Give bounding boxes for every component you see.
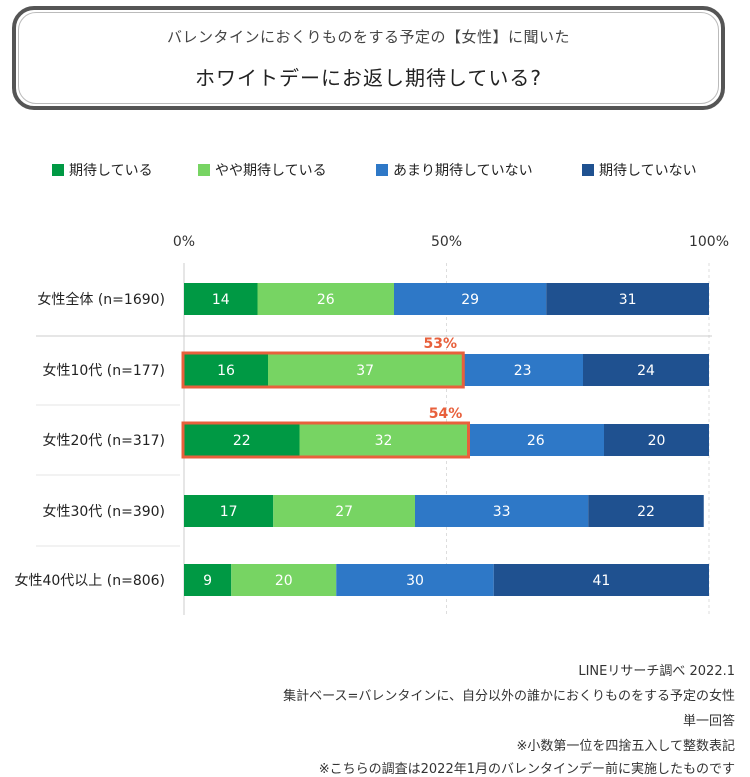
bar-1-0 bbox=[184, 354, 268, 386]
category-label-2: 女性20代 (n=317) bbox=[42, 432, 165, 449]
bar-value-label-3-0: 17 bbox=[220, 504, 238, 520]
legend-item-expecting: 期待している bbox=[52, 160, 153, 180]
bar-4-1 bbox=[231, 564, 337, 596]
bar-value-label-4-3: 41 bbox=[592, 573, 610, 589]
bar-value-label-1-1: 37 bbox=[356, 363, 374, 379]
bar-0-1 bbox=[257, 283, 394, 315]
bar-0-2 bbox=[394, 283, 547, 315]
chart-title: ホワイトデーにお返し期待している? bbox=[194, 66, 542, 90]
highlight-label-1: 54% bbox=[429, 406, 463, 422]
bar-2-1 bbox=[299, 424, 468, 456]
bar-value-label-1-0: 16 bbox=[217, 363, 235, 379]
category-label-1: 女性10代 (n=177) bbox=[42, 362, 165, 379]
bar-3-2 bbox=[415, 495, 589, 527]
title-box: バレンタインにおくりものをする予定の【女性】に聞いた ホワイトデーにお返し期待し… bbox=[12, 6, 725, 110]
footnote-survey-timing: ※こちらの調査は2022年1月のバレンタインデー前に実施したものです bbox=[318, 762, 735, 777]
chart-subtitle: バレンタインにおくりものをする予定の【女性】に聞いた bbox=[166, 28, 570, 46]
footnote-answer-type: 単一回答 bbox=[682, 714, 735, 729]
highlight-label-0: 53% bbox=[423, 336, 457, 352]
highlight-box-1 bbox=[181, 421, 470, 459]
bar-1-1 bbox=[268, 354, 463, 386]
footnote-source: LINEリサーチ調べ 2022.1 bbox=[578, 664, 735, 679]
bar-2-3 bbox=[604, 424, 709, 456]
highlight-box-0 bbox=[181, 351, 465, 389]
legend-swatch-not-expecting bbox=[582, 164, 594, 176]
bar-1-2 bbox=[462, 354, 583, 386]
legend-label-not-much-expecting: あまり期待していない bbox=[393, 163, 533, 179]
legend-item-not-much-expecting: あまり期待していない bbox=[376, 160, 533, 180]
legend-swatch-expecting bbox=[52, 164, 64, 176]
legend-label-expecting: 期待している bbox=[69, 163, 153, 179]
bar-4-3 bbox=[493, 564, 709, 596]
bar-value-label-2-1: 32 bbox=[375, 433, 393, 449]
legend-item-somewhat-expecting: やや期待している bbox=[198, 160, 327, 180]
category-label-4: 女性40代以上 (n=806) bbox=[14, 572, 165, 589]
x-tick-label-0: 0% bbox=[173, 234, 195, 250]
x-tick-label-2: 100% bbox=[689, 234, 729, 250]
bar-value-label-2-2: 26 bbox=[527, 433, 545, 449]
bar-3-1 bbox=[273, 495, 415, 527]
bar-4-0 bbox=[184, 564, 232, 596]
bar-value-label-1-3: 24 bbox=[637, 363, 655, 379]
bar-value-label-3-2: 33 bbox=[493, 504, 511, 520]
bar-2-0 bbox=[184, 424, 300, 456]
x-tick-label-1: 50% bbox=[431, 234, 462, 250]
bar-value-label-4-1: 20 bbox=[275, 573, 293, 589]
bar-value-label-1-2: 23 bbox=[514, 363, 532, 379]
bar-1-3 bbox=[583, 354, 709, 386]
bar-value-label-2-3: 20 bbox=[648, 433, 666, 449]
bar-0-3 bbox=[546, 283, 709, 315]
bar-value-label-2-0: 22 bbox=[233, 433, 251, 449]
bar-value-label-0-0: 14 bbox=[212, 292, 230, 308]
footnote-rounding: ※小数第一位を四捨五入して整数表記 bbox=[516, 739, 735, 754]
bar-value-label-0-1: 26 bbox=[317, 292, 335, 308]
legend-swatch-somewhat-expecting bbox=[198, 164, 210, 176]
legend-label-not-expecting: 期待していない bbox=[599, 163, 697, 179]
bar-3-3 bbox=[588, 495, 704, 527]
bar-value-label-3-1: 27 bbox=[335, 504, 353, 520]
bar-value-label-3-3: 22 bbox=[637, 504, 655, 520]
bar-0-0 bbox=[184, 283, 258, 315]
legend-label-somewhat-expecting: やや期待している bbox=[215, 163, 327, 179]
footnote-base: 集計ベース=バレンタインに、自分以外の誰かにおくりものをする予定の女性 bbox=[283, 689, 735, 704]
bar-value-label-4-2: 30 bbox=[406, 573, 424, 589]
category-label-3: 女性30代 (n=390) bbox=[42, 503, 165, 520]
bar-value-label-0-3: 31 bbox=[619, 292, 637, 308]
legend-swatch-not-much-expecting bbox=[376, 164, 388, 176]
legend-item-not-expecting: 期待していない bbox=[582, 160, 697, 180]
bar-4-2 bbox=[336, 564, 494, 596]
category-label-0: 女性全体 (n=1690) bbox=[37, 291, 165, 308]
bar-3-0 bbox=[184, 495, 274, 527]
bar-value-label-0-2: 29 bbox=[461, 292, 479, 308]
bar-2-2 bbox=[467, 424, 604, 456]
bar-value-label-4-0: 9 bbox=[203, 573, 212, 589]
